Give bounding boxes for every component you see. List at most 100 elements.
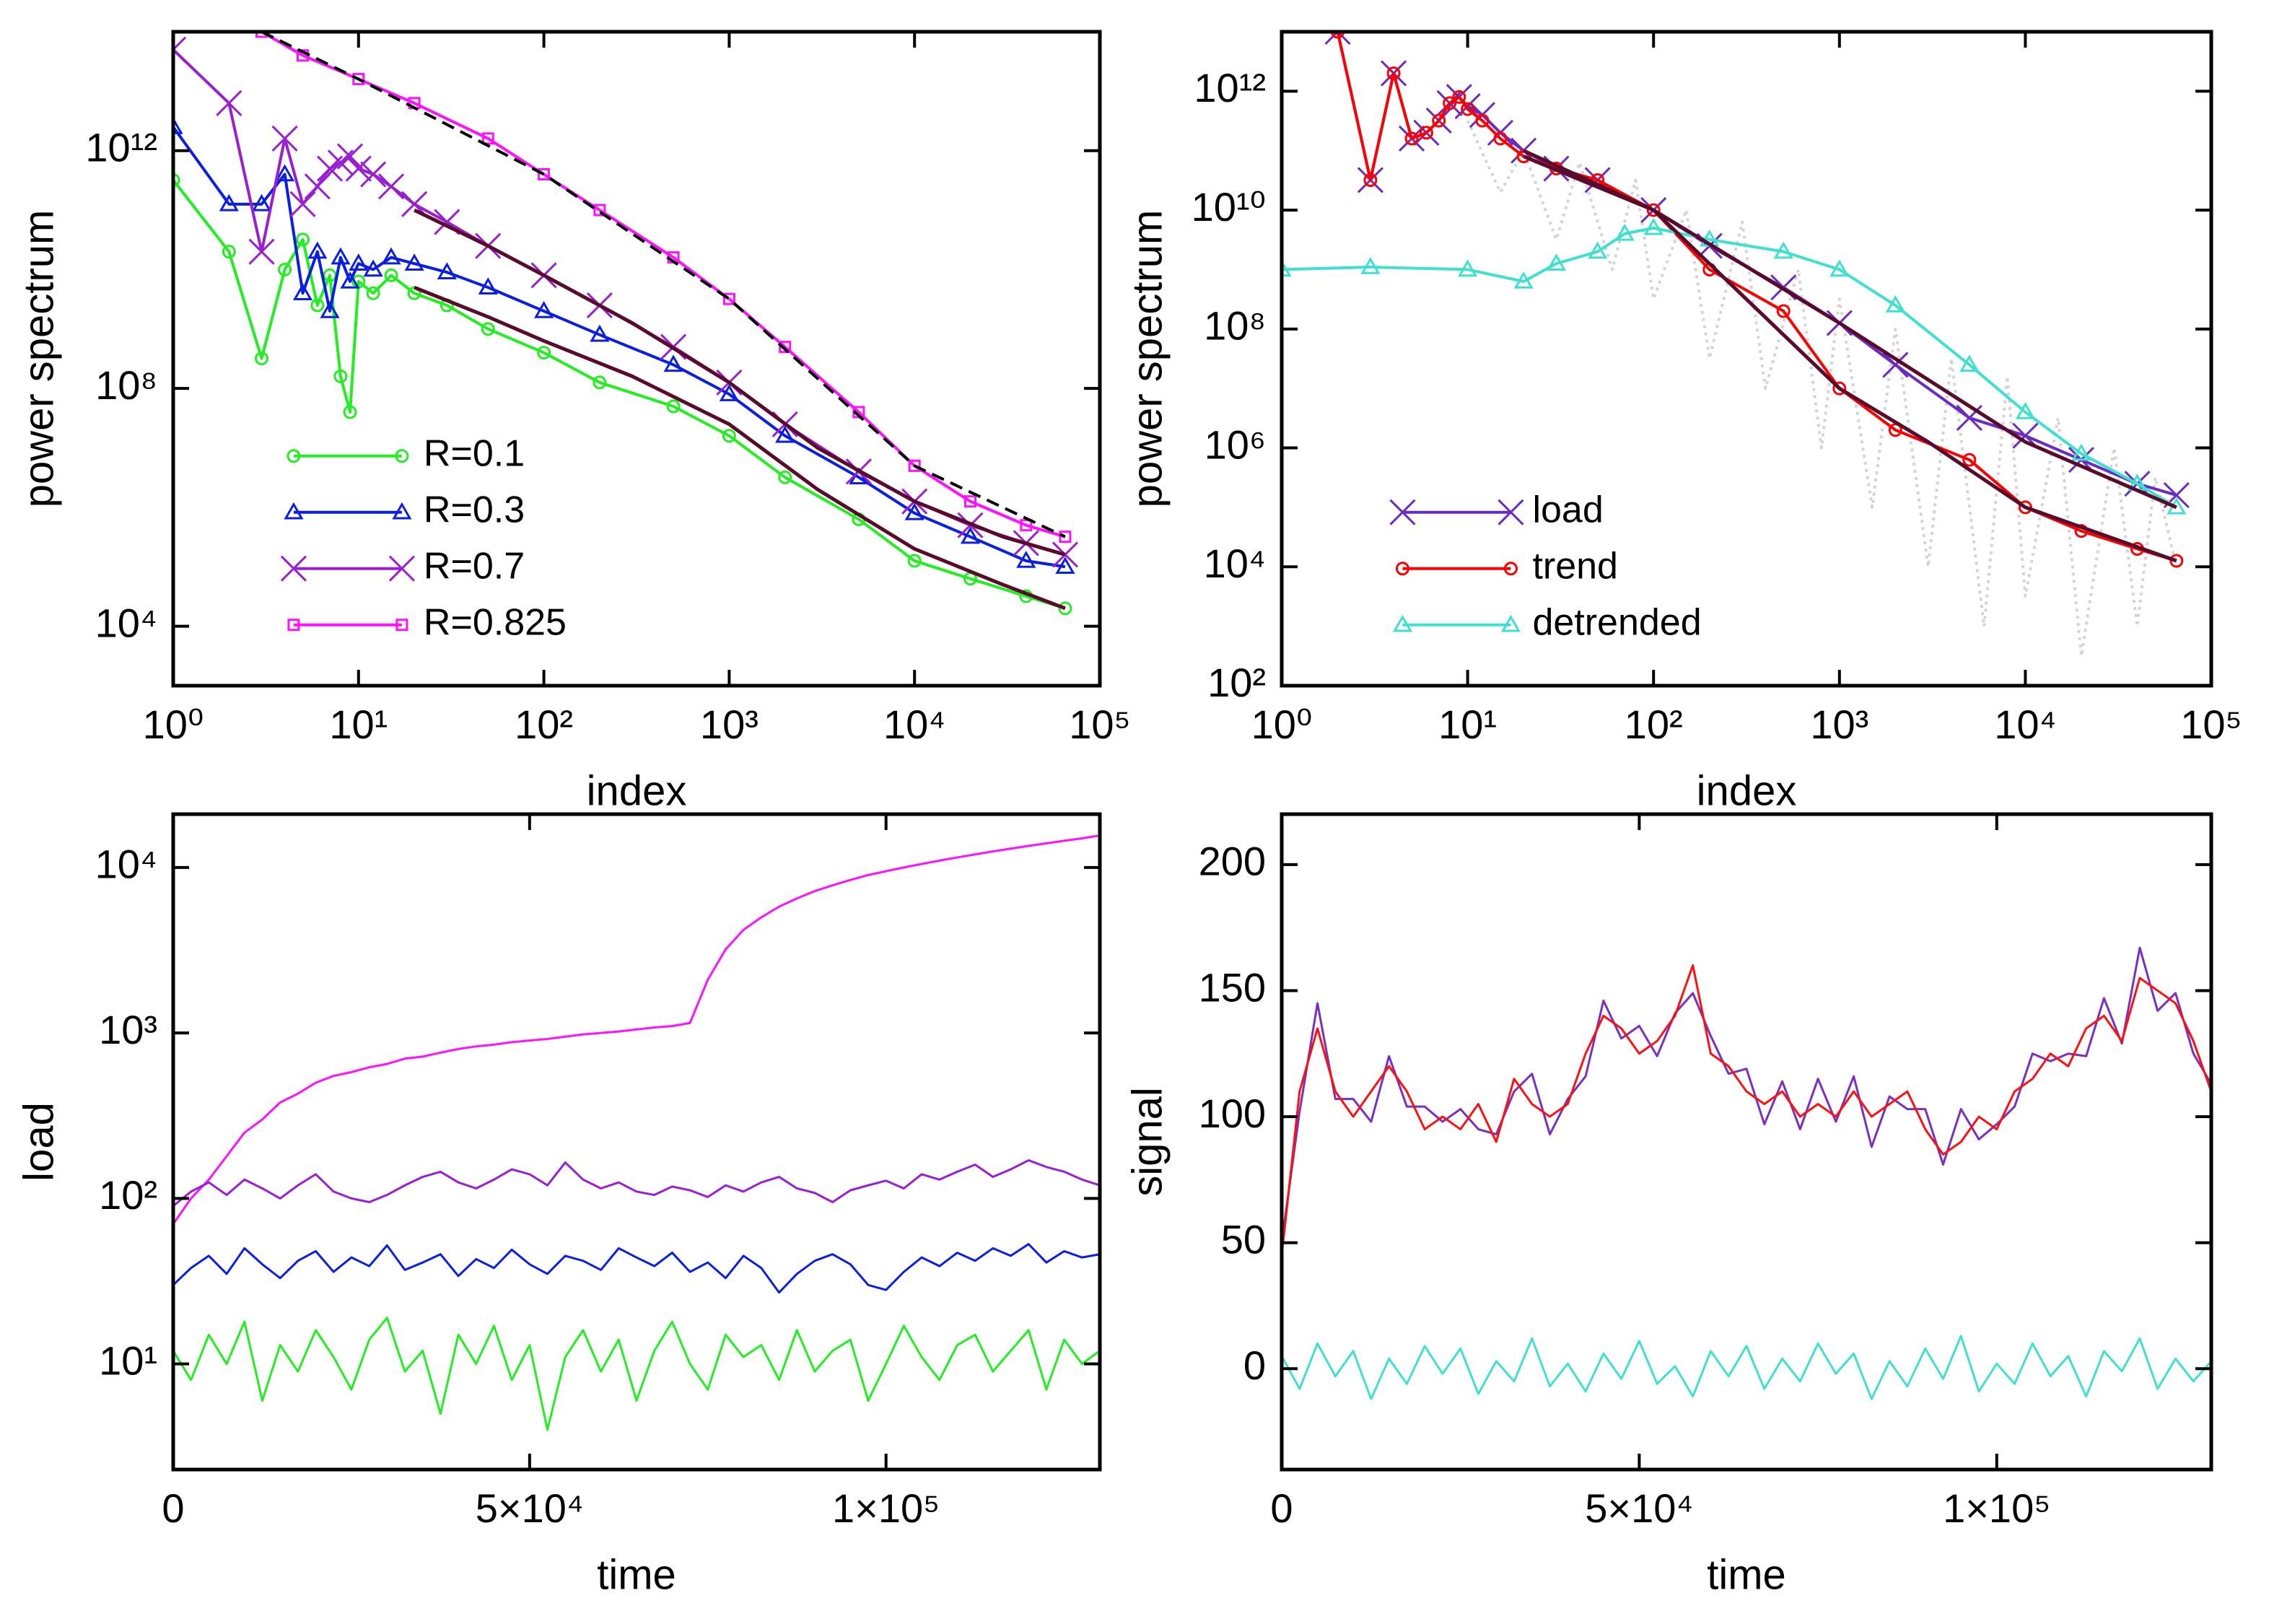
marker [366, 286, 380, 300]
marker [534, 301, 554, 318]
y-tick-label: 10¹² [1194, 65, 1266, 110]
series-line [261, 32, 1066, 538]
marker [2018, 500, 2032, 515]
marker [1059, 531, 1072, 543]
marker [381, 247, 401, 265]
marker [333, 369, 348, 383]
marker [775, 425, 795, 443]
marker [1498, 499, 1524, 525]
marker [289, 191, 316, 217]
marker [307, 241, 328, 259]
x-tick-label: 10³ [700, 702, 758, 747]
marker [908, 459, 921, 472]
marker [1832, 381, 1847, 396]
marker [407, 286, 421, 300]
series-line [414, 208, 1066, 556]
x-tick-label: 10⁵ [2180, 702, 2242, 747]
marker [251, 193, 272, 211]
marker [345, 155, 372, 182]
marker [222, 245, 236, 259]
series-line [1282, 964, 2211, 1256]
legend-label: R=0.7 [424, 545, 525, 587]
marker [1546, 253, 1567, 271]
y-tick-label: 10² [99, 1172, 157, 1218]
x-tick-label: 10¹ [329, 702, 388, 747]
plot-frame [171, 812, 1102, 1472]
x-tick-label: 10⁴ [1994, 702, 2056, 747]
y-tick-label: 0 [1243, 1343, 1266, 1388]
marker [1055, 556, 1075, 575]
legend-label: detrended [1532, 601, 1701, 643]
marker [719, 384, 739, 401]
marker [1882, 352, 1909, 378]
y-axis-label: signal [1124, 1087, 1171, 1197]
series-line [1282, 226, 2177, 509]
marker [1016, 550, 1036, 568]
marker [216, 90, 242, 116]
plot-area [173, 32, 1079, 616]
marker [1959, 354, 1980, 372]
marker [388, 555, 415, 582]
marker [722, 429, 736, 443]
marker [280, 555, 307, 582]
marker [437, 262, 457, 279]
x-tick-label: 1×10⁵ [832, 1485, 940, 1531]
series-line [1282, 1335, 2211, 1400]
marker [1500, 614, 1521, 632]
series-line [173, 1317, 1100, 1431]
marker [1885, 295, 1905, 313]
marker [360, 161, 387, 188]
marker [1392, 614, 1413, 632]
marker [284, 502, 304, 520]
marker [722, 292, 735, 305]
y-tick-label: 10⁸ [95, 362, 157, 408]
marker [404, 253, 424, 271]
marker [1776, 304, 1791, 318]
marker [173, 173, 180, 187]
marker [1331, 32, 1345, 39]
marker [1020, 519, 1033, 532]
y-tick-label: 10⁶ [1205, 422, 1266, 467]
marker [1516, 149, 1531, 164]
marker [1643, 217, 1664, 235]
marker [2169, 554, 2184, 568]
marker [287, 449, 301, 463]
x-tick-label: 1×10⁵ [1943, 1485, 2050, 1531]
legend-label: trend [1532, 545, 1618, 587]
marker [1324, 32, 1351, 45]
marker [1614, 223, 1635, 241]
marker [1513, 271, 1534, 289]
legend-label: R=0.1 [424, 432, 525, 474]
marker [904, 502, 924, 520]
marker [1058, 601, 1072, 616]
marker [340, 271, 360, 289]
series-line [173, 179, 1066, 610]
marker [1461, 102, 1475, 116]
marker [310, 298, 325, 313]
marker [1452, 90, 1466, 104]
marker [336, 143, 364, 170]
x-axis-label: time [1707, 1551, 1786, 1598]
x-tick-label: 10³ [1810, 702, 1868, 747]
marker [1282, 259, 1292, 277]
marker [287, 619, 300, 632]
marker [1389, 499, 1416, 525]
y-tick-label: 150 [1199, 964, 1266, 1010]
y-tick-label: 10⁴ [1204, 541, 1266, 586]
marker [478, 277, 498, 294]
series-line [414, 285, 1066, 611]
marker [295, 232, 310, 247]
x-tick-label: 10¹ [1438, 702, 1497, 747]
marker [352, 73, 365, 86]
y-axis-label: power spectrum [15, 210, 62, 508]
y-tick-label: 10⁴ [95, 842, 157, 887]
y-tick-label: 10⁸ [1204, 303, 1266, 349]
marker [395, 449, 409, 463]
y-axis-label: power spectrum [1124, 210, 1171, 508]
marker [304, 173, 331, 200]
x-tick-label: 10² [1625, 702, 1683, 747]
marker [779, 341, 792, 354]
plot-area [1282, 946, 2211, 1400]
